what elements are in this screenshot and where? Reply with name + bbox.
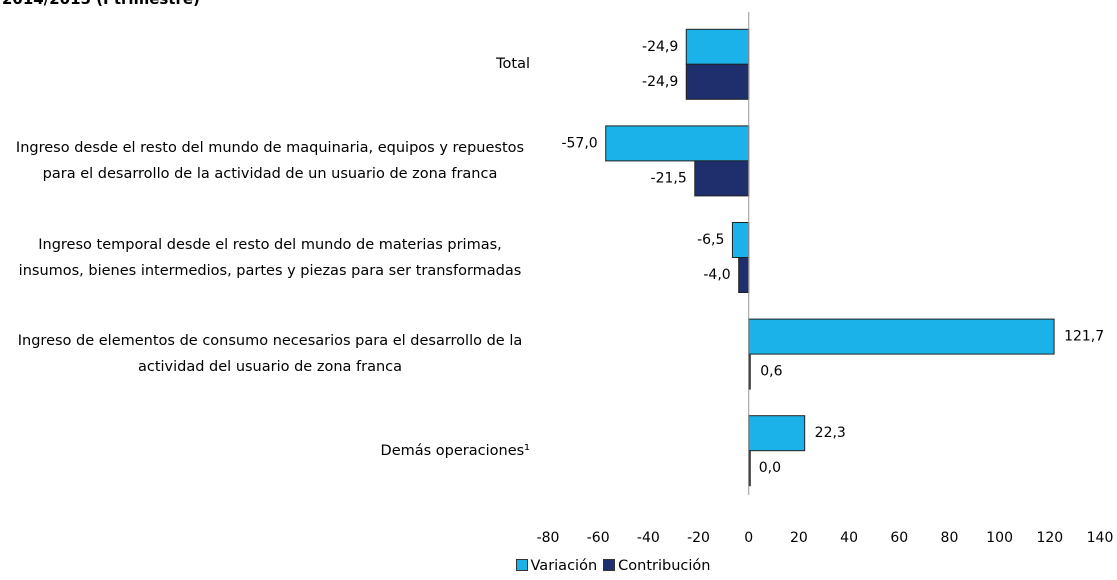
x-tick-label: -80 — [537, 530, 560, 546]
bar — [685, 28, 750, 65]
legend-label: Contribución — [618, 558, 711, 574]
category-label: Ingreso desde el resto del mundo de maqu… — [15, 139, 525, 182]
bar — [731, 222, 750, 258]
data-label: 0,0 — [759, 460, 781, 476]
data-label: -4,0 — [703, 267, 730, 283]
x-tick-label: 0 — [744, 530, 753, 546]
data-label: -21,5 — [651, 170, 687, 186]
x-tick-label: 20 — [790, 530, 808, 546]
x-tick-label: 60 — [890, 530, 908, 546]
data-label: -24,9 — [642, 39, 678, 55]
x-tick-label: 120 — [1036, 530, 1063, 546]
x-tick-label: -40 — [637, 530, 660, 546]
data-label: -24,9 — [642, 74, 678, 90]
x-tick-label: 80 — [941, 530, 959, 546]
x-tick-label: 140 — [1087, 530, 1114, 546]
x-tick-label: 40 — [840, 530, 858, 546]
legend-swatch — [603, 559, 616, 571]
bar — [694, 160, 750, 197]
bar — [748, 415, 806, 452]
data-label: -57,0 — [561, 135, 597, 151]
bar — [748, 318, 1055, 355]
category-label: Ingreso temporal desde el resto del mund… — [18, 236, 522, 279]
data-label: -6,5 — [697, 232, 724, 248]
category-label: Ingreso de elementos de consumo necesari… — [17, 333, 523, 376]
x-tick-label: 100 — [986, 530, 1013, 546]
data-label: 22,3 — [815, 425, 846, 441]
legend-label: Variación — [530, 558, 598, 574]
x-tick-label: -20 — [687, 530, 710, 546]
category-label: Demás operaciones¹ — [380, 442, 530, 459]
data-label: 121,7 — [1064, 329, 1104, 345]
legend-swatch — [515, 559, 528, 571]
category-label: Total — [496, 56, 530, 73]
data-label: 0,6 — [760, 364, 782, 380]
bar — [605, 125, 750, 162]
bar — [685, 63, 750, 100]
x-tick-label: -60 — [587, 530, 610, 546]
legend: Variación Contribución — [420, 558, 800, 574]
bar — [738, 257, 750, 293]
